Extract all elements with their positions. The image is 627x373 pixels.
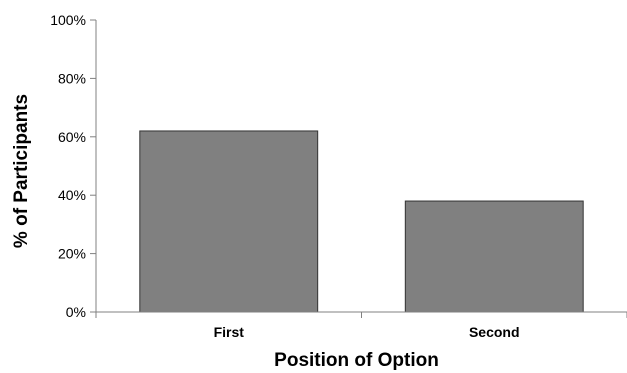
- bar-first: [139, 130, 319, 313]
- y-tick-label: 60%: [58, 129, 86, 145]
- y-tick-label: 80%: [58, 70, 86, 86]
- x-category-label: Second: [469, 324, 520, 340]
- x-axis-ticks: First Second: [95, 312, 627, 340]
- x-axis-title: Position of Option: [274, 350, 439, 371]
- y-axis-ticks: 0% 20% 40% 60% 80% 100%: [50, 12, 96, 320]
- y-axis-title: % of Participants: [11, 94, 32, 248]
- x-category-label: First: [214, 324, 245, 340]
- y-tick-label: 20%: [58, 246, 86, 262]
- y-tick-label: 100%: [50, 12, 86, 28]
- y-tick-label: 40%: [58, 187, 86, 203]
- bars: [139, 130, 584, 313]
- y-tick-label: 0%: [66, 304, 86, 320]
- bar-second: [404, 200, 584, 313]
